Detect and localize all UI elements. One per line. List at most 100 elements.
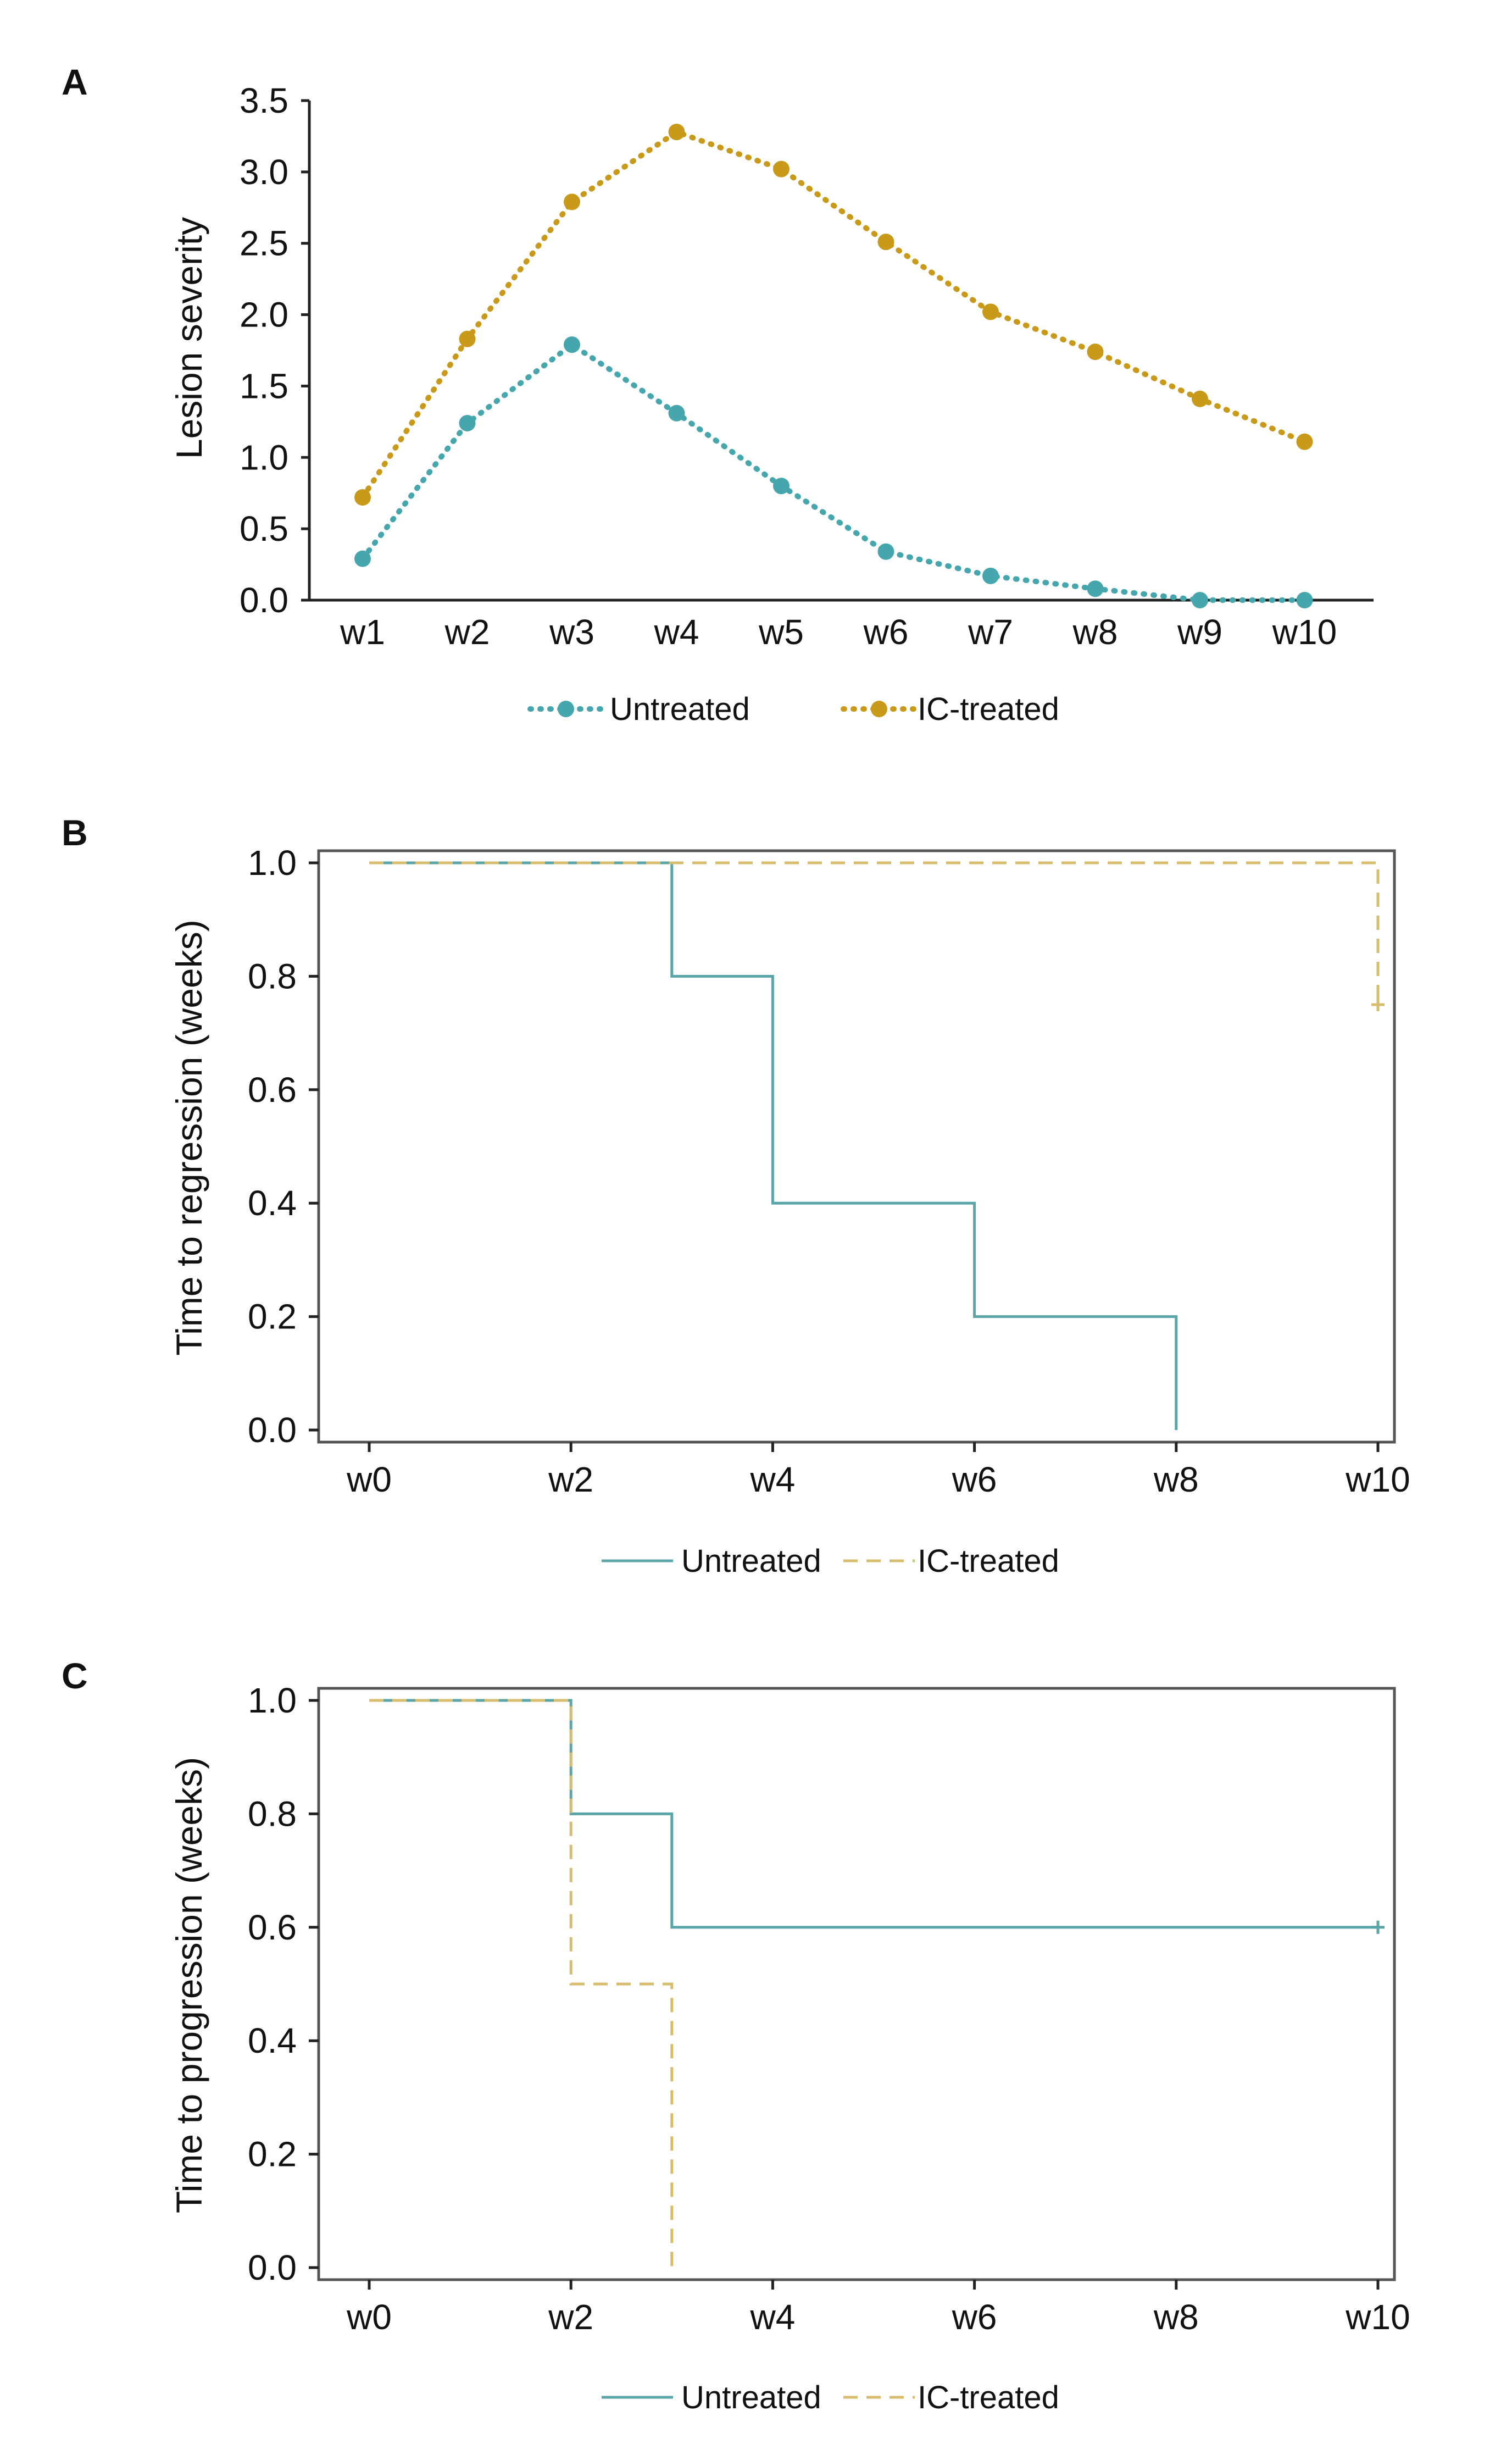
data-point	[773, 160, 790, 178]
x-tick-label: w0	[346, 2297, 392, 2337]
y-tick-label: 0.0	[248, 1410, 297, 1450]
panel-a-letter: A	[62, 62, 88, 102]
x-tick-label: w8	[1153, 2297, 1199, 2337]
x-tick-label: w2	[444, 612, 490, 652]
panel-b-frame	[317, 849, 1396, 1444]
y-tick-label: 2.0	[240, 295, 288, 335]
legend-untreated-marker	[558, 701, 574, 717]
y-tick-label: 0.6	[248, 1070, 297, 1110]
km-curve-untreated	[369, 1699, 1378, 1929]
data-point	[1296, 433, 1313, 450]
y-tick-label: 2.5	[240, 224, 288, 263]
x-tick-label: w2	[548, 2297, 593, 2337]
x-tick-label: w1	[340, 612, 385, 652]
data-point	[459, 330, 476, 347]
km-curve-ic-treated	[369, 1699, 674, 2268]
x-tick-label: w8	[1153, 1460, 1199, 1499]
y-tick-label: 0.6	[248, 1908, 297, 1947]
x-tick-label: w6	[863, 612, 909, 652]
panel-b-letter: B	[62, 812, 88, 853]
x-tick-label: w2	[548, 1460, 593, 1499]
x-tick-label: w6	[952, 1460, 997, 1499]
x-tick-label: w8	[1072, 612, 1118, 652]
panel-a-series	[354, 124, 1313, 608]
data-point	[354, 489, 371, 506]
legend-ic-treated-marker	[871, 701, 887, 717]
y-tick-label: 0.5	[240, 509, 288, 548]
series-line-untreated	[360, 341, 1308, 603]
y-tick-label: 3.0	[240, 152, 288, 192]
data-point	[668, 404, 685, 422]
x-tick-label: w10	[1272, 612, 1337, 652]
panel-a-y-ticks: 0.0 0.5 1.0 1.5 2.0 2.5 3.0 3.5	[240, 81, 309, 620]
legend-untreated-label: Untreated	[681, 2380, 821, 2415]
y-tick-label: 1.0	[248, 843, 297, 883]
panel-b-ylabel: Time to regression (weeks)	[169, 919, 209, 1355]
data-point	[877, 234, 894, 251]
panel-c: C Time to progression (weeks) 0.00.20.40…	[62, 1655, 1410, 2415]
panel-a: A Lesion severity 0.0 0.5 1.0 1.5 2.0 2.5 3.0 3…	[62, 62, 1374, 727]
y-tick-label: 1.0	[248, 1681, 297, 1720]
data-point	[773, 478, 790, 495]
data-point	[668, 124, 685, 141]
data-point	[1192, 592, 1208, 608]
y-tick-label: 3.5	[240, 81, 288, 120]
panel-b: B Time to regression (weeks) 0.00.20.40.…	[62, 812, 1410, 1579]
legend-untreated-label: Untreated	[681, 1543, 821, 1579]
data-point	[1296, 592, 1313, 608]
y-tick-label: 0.2	[248, 2135, 297, 2174]
x-tick-label: w5	[758, 612, 804, 652]
x-tick-label: w4	[749, 1460, 795, 1499]
data-point	[1087, 580, 1104, 597]
y-tick-label: 0.8	[248, 956, 297, 996]
data-point	[459, 414, 476, 431]
legend-ic-treated-label: IC-treated	[918, 2380, 1059, 2415]
y-tick-label: 0.2	[248, 1297, 297, 1337]
x-tick-label: w7	[968, 612, 1013, 652]
panel-a-legend: Untreated IC-treated	[527, 691, 1059, 727]
panel-a-x-ticks: w1 w2 w3 w4 w5 w6 w7 w8 w9 w10	[340, 612, 1337, 652]
x-tick-label: w4	[654, 612, 699, 652]
y-tick-label: 0.0	[248, 2248, 297, 2287]
data-point	[354, 550, 371, 567]
panel-c-series	[369, 1699, 1385, 2268]
legend-ic-treated-label: IC-treated	[918, 1543, 1059, 1579]
x-tick-label: w4	[749, 2297, 795, 2337]
legend-ic-treated-label: IC-treated	[918, 691, 1059, 727]
data-point	[564, 336, 580, 353]
panel-c-y-ticks: 0.0 0.2 0.4 0.6 0.8 1.0	[248, 1681, 319, 2287]
x-tick-label: w10	[1345, 1460, 1410, 1499]
x-tick-label: w10	[1345, 2297, 1410, 2337]
legend-untreated-label: Untreated	[610, 691, 750, 727]
y-tick-label: 1.0	[240, 437, 288, 477]
panel-b-x-ticks: w0 w2 w4 w6 w8 w10	[346, 1442, 1410, 1499]
panel-c-legend: Untreated IC-treated	[602, 2380, 1059, 2415]
data-point	[1087, 343, 1104, 361]
data-point	[564, 193, 580, 210]
panel-c-letter: C	[62, 1655, 88, 1696]
data-point	[877, 543, 894, 560]
y-tick-label: 1.5	[240, 366, 288, 406]
x-tick-label: w9	[1177, 612, 1222, 652]
panel-c-x-ticks: w0 w2 w4 w6 w8 w10	[346, 2280, 1410, 2337]
y-tick-label: 0.8	[248, 1794, 297, 1833]
y-tick-label: 0.0	[240, 580, 288, 620]
x-tick-label: w3	[549, 612, 594, 652]
series-line-ic-treated	[360, 129, 1308, 501]
data-point	[982, 303, 999, 320]
data-point	[1192, 390, 1208, 407]
panel-b-series	[369, 861, 1385, 1430]
panel-c-frame	[317, 1687, 1396, 2281]
km-curve-ic-treated	[369, 861, 1380, 1005]
data-point	[982, 567, 999, 584]
km-curve-untreated	[369, 861, 1178, 1430]
x-tick-label: w6	[952, 2297, 997, 2337]
panel-c-ylabel: Time to progression (weeks)	[169, 1757, 209, 2213]
x-tick-label: w0	[346, 1460, 392, 1499]
panel-b-y-ticks: 0.0 0.2 0.4 0.6 0.8 1.0	[248, 843, 319, 1450]
panel-b-legend: Untreated IC-treated	[602, 1543, 1059, 1579]
y-tick-label: 0.4	[248, 2021, 297, 2060]
y-tick-label: 0.4	[248, 1183, 297, 1223]
panel-a-ylabel: Lesion severity	[169, 217, 209, 459]
